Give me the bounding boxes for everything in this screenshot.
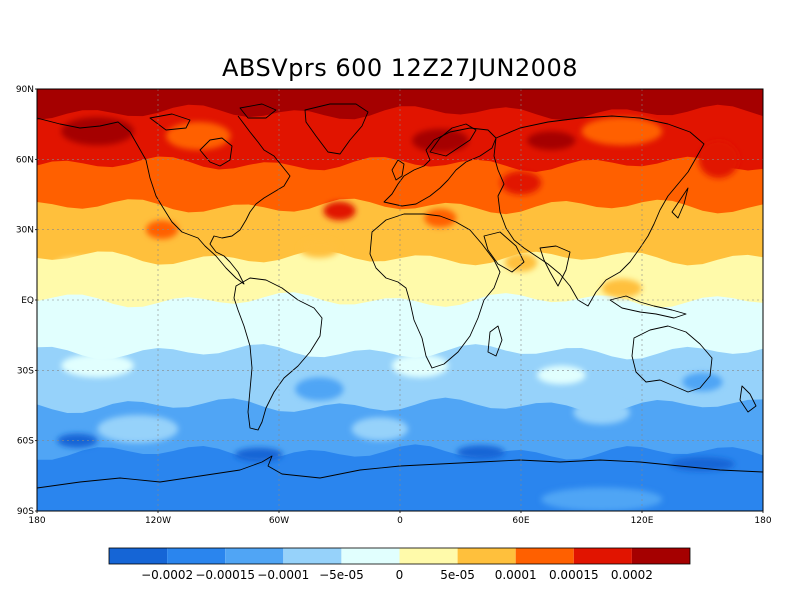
contour-patch xyxy=(53,257,102,277)
colorbar-swatch xyxy=(283,548,342,564)
contour-patch xyxy=(504,253,538,272)
colorbar-swatch xyxy=(225,548,284,564)
colorbar-frame xyxy=(108,547,691,565)
lon-tick-label: 180 xyxy=(28,516,45,526)
contour-patch xyxy=(541,487,663,511)
contour-patch xyxy=(573,400,630,425)
colorbar xyxy=(108,547,691,565)
australia-coast xyxy=(631,325,713,393)
colorbar-swatch xyxy=(341,548,400,564)
arabia xyxy=(483,231,525,273)
colorbar-label: 0 xyxy=(396,568,404,582)
contour-patch xyxy=(299,239,340,258)
colorbar-label: −0.00015 xyxy=(195,568,255,582)
europe-coast xyxy=(383,127,497,207)
contour-patch xyxy=(581,117,663,146)
contour-patch xyxy=(412,128,469,153)
map-title: ABSVprs 600 12Z27JUN2008 xyxy=(222,54,578,82)
hudson-bay xyxy=(199,137,233,167)
madagascar xyxy=(487,325,503,357)
colorbar-label: 5e-05 xyxy=(440,568,475,582)
south-america-coast xyxy=(233,277,323,431)
lat-tick-label: 30S xyxy=(17,366,34,376)
contour-patch xyxy=(456,445,505,460)
india xyxy=(539,245,571,287)
contour-patch xyxy=(537,365,586,385)
lat-tick-label: 90S xyxy=(17,507,34,517)
colorbar-label: −5e-05 xyxy=(319,568,364,582)
colorbar-label: −0.0001 xyxy=(257,568,309,582)
lat-tick-label: 60S xyxy=(17,437,34,447)
contour-patch xyxy=(295,377,344,401)
contour-patch xyxy=(670,457,735,472)
contour-patch xyxy=(500,171,542,195)
new-zealand xyxy=(739,385,757,413)
lon-tick-label: 180 xyxy=(754,516,771,526)
colorbar-labels: −0.0002 −0.00015 −0.0001 −5e-05 0 5e-05 0.0001… xyxy=(141,568,653,582)
colorbar-swatch xyxy=(631,548,690,564)
north-america-coast xyxy=(37,115,291,285)
contour-patch xyxy=(166,121,231,150)
lat-tick-label: 90N xyxy=(16,85,34,95)
colorbar-swatch xyxy=(399,548,458,564)
japan xyxy=(671,187,689,219)
colorbar-label: 0.00015 xyxy=(549,568,599,582)
lon-tick-label: 60E xyxy=(512,516,529,526)
colorbar-swatch xyxy=(457,548,516,564)
arctic-islands xyxy=(149,103,277,131)
colorbar-swatch xyxy=(167,548,226,564)
lat-tick-label: 30N xyxy=(16,226,34,236)
colorbar-swatch xyxy=(109,548,168,564)
grid-lines xyxy=(37,89,763,511)
lat-tick-label: 60N xyxy=(16,155,34,165)
contour-patch xyxy=(527,131,576,150)
british-isles xyxy=(391,159,405,181)
lon-tick-label: 60W xyxy=(269,516,289,526)
antarctica-coast xyxy=(37,455,763,489)
colorbar-swatch xyxy=(573,548,632,564)
contour-patch xyxy=(97,414,179,444)
contour-patch xyxy=(682,372,723,392)
colorbar-label: 0.0001 xyxy=(495,568,537,582)
longitude-tick-labels: 180 120W 60W 0 60E 120E 180 xyxy=(28,511,772,526)
lon-tick-label: 0 xyxy=(397,516,403,526)
contour-patch xyxy=(424,208,457,228)
africa-coast xyxy=(369,213,501,369)
lat-tick-label: EQ xyxy=(21,296,34,306)
contour-patch xyxy=(61,353,134,378)
lon-tick-label: 120W xyxy=(145,516,171,526)
colorbar-swatch xyxy=(515,548,574,564)
contour-patches xyxy=(53,117,739,511)
contour-field xyxy=(37,89,763,511)
asia-coast xyxy=(493,115,705,307)
contour-patch xyxy=(351,417,409,441)
scandinavia xyxy=(429,123,477,157)
indonesia xyxy=(609,295,687,319)
greenland xyxy=(304,103,369,155)
contour-patch xyxy=(234,447,284,462)
contour-patch xyxy=(323,201,356,221)
colorbar-label: −0.0002 xyxy=(141,568,193,582)
coastlines xyxy=(37,103,763,489)
lon-tick-label: 120E xyxy=(631,516,654,526)
contour-patch xyxy=(391,353,449,378)
contour-patch xyxy=(601,278,642,298)
contour-patch xyxy=(61,117,134,146)
latitude-tick-labels: 90N 60N 30N EQ 30S 60S 90S xyxy=(16,85,37,517)
colorbar-label: 0.0002 xyxy=(611,568,653,582)
